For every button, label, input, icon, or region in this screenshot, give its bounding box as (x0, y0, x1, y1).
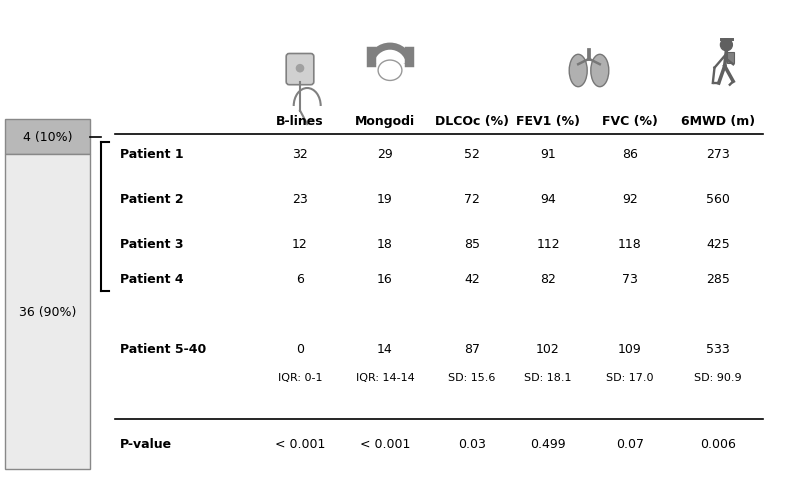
FancyBboxPatch shape (286, 54, 314, 86)
Text: 285: 285 (706, 273, 730, 286)
Text: FEV1 (%): FEV1 (%) (516, 115, 580, 128)
Text: 112: 112 (536, 238, 560, 251)
Text: 14: 14 (377, 343, 393, 356)
Text: SD: 18.1: SD: 18.1 (524, 372, 572, 382)
Text: Patient 4: Patient 4 (120, 273, 184, 286)
Text: 36 (90%): 36 (90%) (19, 305, 76, 318)
Text: FVC (%): FVC (%) (602, 115, 658, 128)
Bar (5, 120, 90, 155)
Ellipse shape (590, 55, 609, 88)
Text: P-value: P-value (120, 438, 172, 451)
Text: 73: 73 (622, 273, 638, 286)
Text: DLCOc (%): DLCOc (%) (435, 115, 509, 128)
Text: 19: 19 (377, 193, 393, 206)
Text: SD: 17.0: SD: 17.0 (606, 372, 654, 382)
Text: 42: 42 (464, 273, 480, 286)
Text: 0.03: 0.03 (458, 438, 486, 451)
Text: 0.07: 0.07 (616, 438, 644, 451)
Text: SD: 90.9: SD: 90.9 (694, 372, 742, 382)
Text: Patient 1: Patient 1 (120, 148, 184, 161)
Text: 425: 425 (706, 238, 730, 251)
Text: < 0.001: < 0.001 (275, 438, 325, 451)
Text: 87: 87 (464, 343, 480, 356)
Text: SD: 15.6: SD: 15.6 (448, 372, 496, 382)
Text: IQR: 14-14: IQR: 14-14 (356, 372, 414, 382)
Circle shape (296, 65, 304, 73)
Text: Patient 5-40: Patient 5-40 (120, 343, 206, 356)
Text: 273: 273 (706, 148, 730, 161)
Text: 18: 18 (377, 238, 393, 251)
Text: IQR: 0-1: IQR: 0-1 (278, 372, 322, 382)
Text: 72: 72 (464, 193, 480, 206)
Text: 91: 91 (540, 148, 556, 161)
Text: 6: 6 (296, 273, 304, 286)
Text: 85: 85 (464, 238, 480, 251)
Text: 94: 94 (540, 193, 556, 206)
Text: 52: 52 (464, 148, 480, 161)
Bar (727, 53, 734, 63)
Text: 29: 29 (377, 148, 393, 161)
Circle shape (721, 40, 732, 52)
Text: 6MWD (m): 6MWD (m) (681, 115, 755, 128)
Text: Patient 3: Patient 3 (120, 238, 183, 251)
Bar (5, 155, 90, 469)
Ellipse shape (570, 55, 587, 88)
Text: 82: 82 (540, 273, 556, 286)
Text: 12: 12 (292, 238, 308, 251)
Text: 0.499: 0.499 (530, 438, 566, 451)
Text: 92: 92 (622, 193, 638, 206)
Text: Patient 2: Patient 2 (120, 193, 184, 206)
Text: 560: 560 (706, 193, 730, 206)
Text: < 0.001: < 0.001 (360, 438, 410, 451)
Text: 0.006: 0.006 (700, 438, 736, 451)
Text: 23: 23 (292, 193, 308, 206)
Text: 118: 118 (618, 238, 642, 251)
Text: 0: 0 (296, 343, 304, 356)
Text: 86: 86 (622, 148, 638, 161)
Text: 4 (10%): 4 (10%) (22, 131, 72, 144)
Text: Mongodi: Mongodi (355, 115, 415, 128)
Text: 102: 102 (536, 343, 560, 356)
Text: 16: 16 (377, 273, 393, 286)
Text: 533: 533 (706, 343, 730, 356)
Ellipse shape (378, 61, 402, 81)
Text: 32: 32 (292, 148, 308, 161)
Text: B-lines: B-lines (276, 115, 324, 128)
Text: 109: 109 (618, 343, 642, 356)
